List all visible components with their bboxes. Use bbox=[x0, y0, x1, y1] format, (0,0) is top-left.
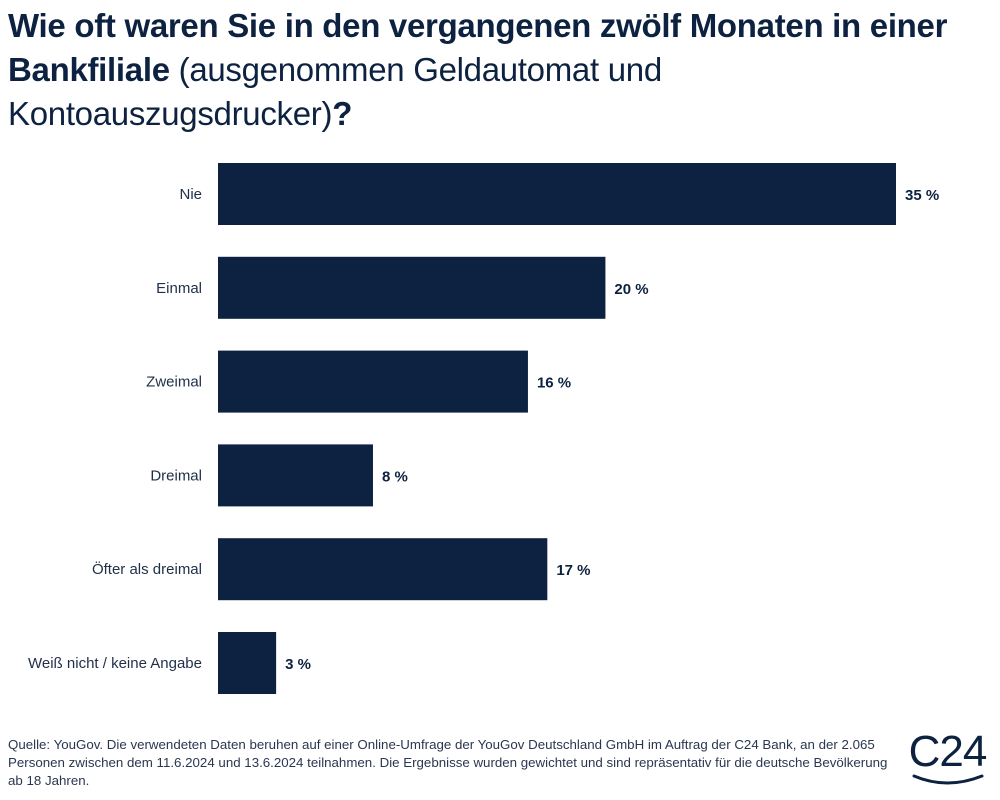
c24-logo-text: C24 bbox=[908, 727, 988, 776]
category-label: Zweimal bbox=[146, 374, 202, 391]
bar bbox=[218, 256, 606, 319]
category-label: Einmal bbox=[156, 280, 202, 297]
bar bbox=[218, 632, 277, 694]
value-label: 17 % bbox=[556, 562, 590, 579]
category-label: Nie bbox=[179, 186, 202, 203]
value-label: 16 % bbox=[537, 375, 571, 392]
category-label: Öfter als dreimal bbox=[92, 560, 202, 578]
value-label: 35 % bbox=[905, 187, 939, 204]
chart-title: Wie oft waren Sie in den vergangenen zwö… bbox=[8, 4, 993, 136]
value-label: 20 % bbox=[614, 281, 648, 298]
chart-title-bold: Wie oft waren Sie in den vergangenen zwö… bbox=[8, 7, 948, 88]
logo-swoosh-icon bbox=[912, 774, 984, 785]
category-label: Weiß nicht / keine Angabe bbox=[28, 655, 202, 672]
source-note: Quelle: YouGov. Die verwendeten Daten be… bbox=[8, 737, 888, 788]
bar bbox=[218, 163, 896, 225]
bar bbox=[218, 444, 373, 507]
category-label: Dreimal bbox=[150, 467, 202, 484]
chart-title-question-mark: ? bbox=[332, 95, 353, 132]
bar bbox=[218, 538, 548, 601]
c24-logo: C24 bbox=[900, 724, 995, 792]
value-label: 3 % bbox=[285, 656, 311, 673]
value-label: 8 % bbox=[382, 468, 408, 485]
bar bbox=[218, 350, 528, 413]
chart-title-normal: (ausgenommen Geldautomat und Kontoauszug… bbox=[8, 51, 662, 132]
bar-chart: Nie 35 % Einmal 20 % Zweimal 16 % Dreimal 8 % Öf… bbox=[28, 163, 939, 694]
